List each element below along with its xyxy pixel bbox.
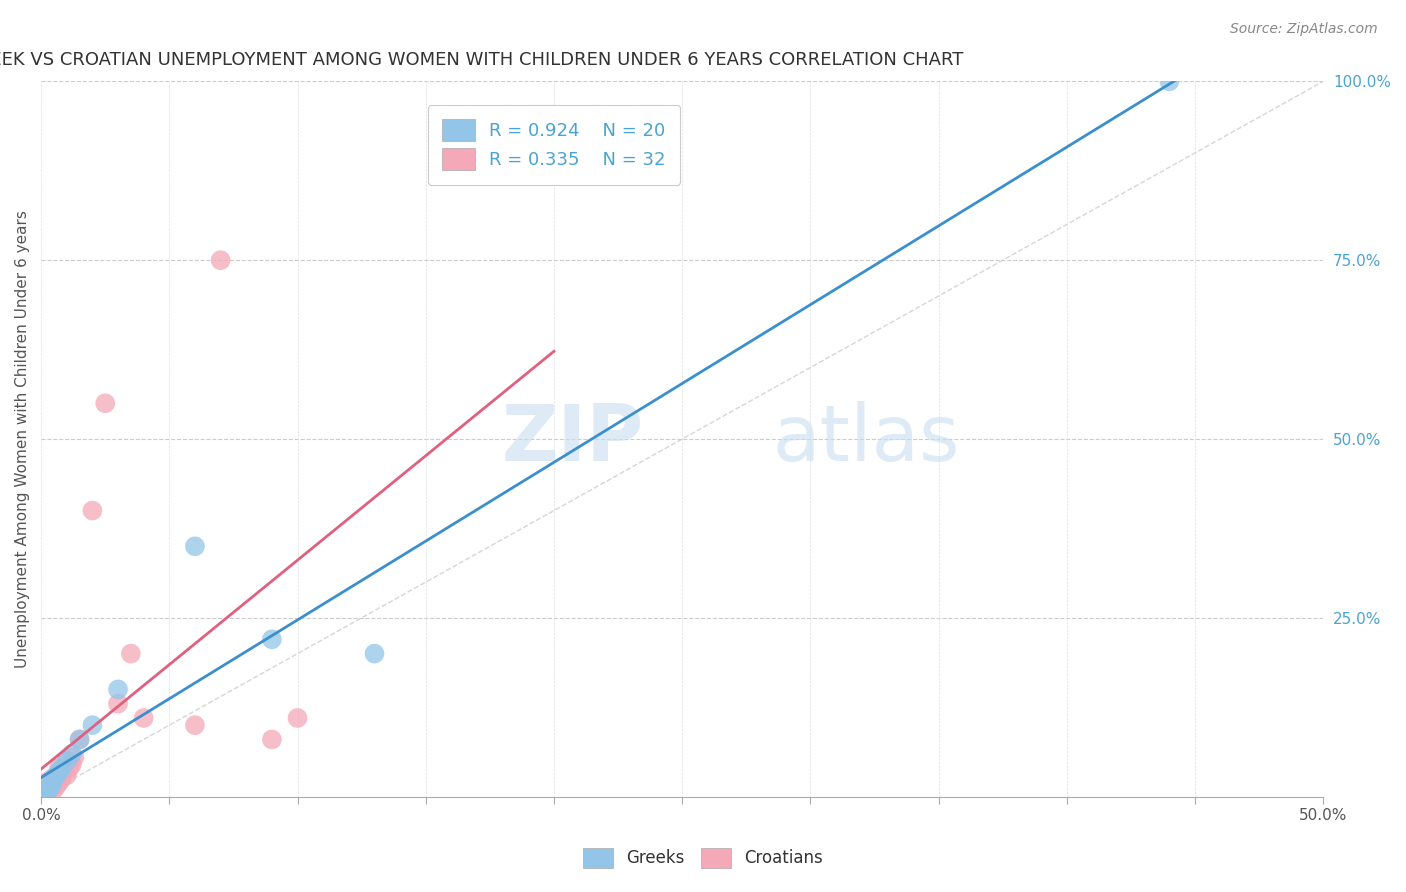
Point bbox=[55, 754, 77, 768]
Point bbox=[82, 718, 104, 732]
Point bbox=[1159, 74, 1181, 88]
Point bbox=[60, 757, 83, 772]
Point bbox=[45, 768, 67, 782]
Point bbox=[120, 647, 142, 661]
Point bbox=[209, 253, 232, 268]
Point bbox=[287, 711, 309, 725]
Point bbox=[45, 768, 67, 782]
Point bbox=[55, 754, 77, 768]
Point bbox=[35, 775, 58, 789]
Point bbox=[260, 632, 283, 647]
Point bbox=[184, 539, 207, 553]
Point bbox=[35, 786, 58, 800]
Point bbox=[363, 647, 385, 661]
Point bbox=[45, 779, 67, 793]
Point bbox=[82, 503, 104, 517]
Y-axis label: Unemployment Among Women with Children Under 6 years: Unemployment Among Women with Children U… bbox=[15, 211, 30, 668]
Point bbox=[107, 682, 129, 697]
Point bbox=[48, 775, 70, 789]
Point bbox=[42, 782, 65, 797]
Point bbox=[51, 772, 73, 786]
Point bbox=[184, 718, 207, 732]
Point bbox=[132, 711, 155, 725]
Point bbox=[48, 761, 70, 775]
Point bbox=[41, 781, 63, 796]
Legend: Greeks, Croatians: Greeks, Croatians bbox=[576, 841, 830, 875]
Point bbox=[38, 784, 60, 798]
Point bbox=[58, 761, 80, 775]
Point bbox=[51, 761, 73, 775]
Legend: R = 0.924    N = 20, R = 0.335    N = 32: R = 0.924 N = 20, R = 0.335 N = 32 bbox=[427, 104, 681, 185]
Point bbox=[53, 764, 76, 779]
Point bbox=[42, 772, 65, 786]
Point bbox=[107, 697, 129, 711]
Point bbox=[38, 781, 60, 796]
Point bbox=[35, 784, 58, 798]
Point bbox=[55, 768, 77, 782]
Point bbox=[41, 772, 63, 786]
Point bbox=[42, 775, 65, 789]
Point bbox=[32, 788, 55, 802]
Point bbox=[35, 786, 58, 800]
Point bbox=[94, 396, 117, 410]
Point bbox=[260, 732, 283, 747]
Point bbox=[35, 781, 58, 796]
Point bbox=[38, 782, 60, 797]
Point bbox=[41, 779, 63, 793]
Point bbox=[38, 779, 60, 793]
Text: GREEK VS CROATIAN UNEMPLOYMENT AMONG WOMEN WITH CHILDREN UNDER 6 YEARS CORRELATI: GREEK VS CROATIAN UNEMPLOYMENT AMONG WOM… bbox=[0, 51, 963, 69]
Point bbox=[69, 732, 91, 747]
Point bbox=[48, 764, 70, 779]
Point bbox=[63, 750, 86, 764]
Point bbox=[69, 732, 91, 747]
Point bbox=[60, 747, 83, 761]
Point bbox=[41, 775, 63, 789]
Point bbox=[32, 782, 55, 797]
Point bbox=[32, 788, 55, 802]
Text: Source: ZipAtlas.com: Source: ZipAtlas.com bbox=[1230, 22, 1378, 37]
Text: ZIP: ZIP bbox=[502, 401, 644, 477]
Text: atlas: atlas bbox=[772, 401, 959, 477]
